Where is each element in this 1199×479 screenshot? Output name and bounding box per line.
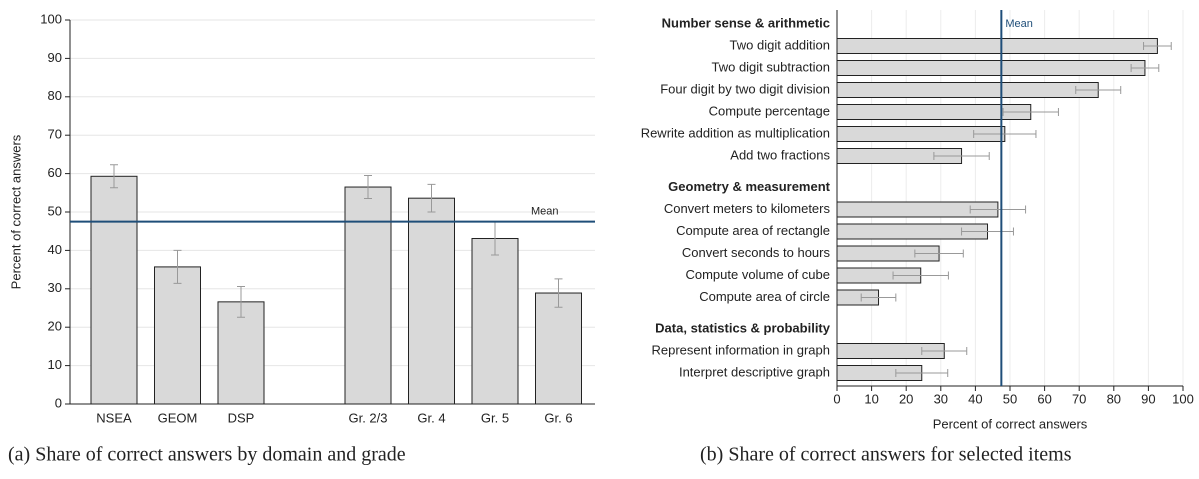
x-tick-label: 30 (934, 391, 948, 406)
bar (217, 301, 265, 405)
y-tick-label: Compute area of rectangle (676, 223, 830, 238)
error-bar (914, 249, 964, 258)
y-tick-label: 50 (48, 203, 62, 218)
x-tick-label: 100 (1172, 391, 1194, 406)
error-bar (860, 293, 897, 302)
error-bar (173, 249, 182, 284)
bar (154, 266, 201, 405)
error-bar (1002, 108, 1059, 116)
x-tick-label: GEOM (158, 410, 198, 425)
y-tick-label: 80 (48, 88, 62, 103)
group-header: Geometry & measurement (668, 179, 831, 194)
y-tick-label: Represent information in graph (652, 342, 831, 357)
error-bar (554, 278, 563, 308)
bar (471, 237, 519, 405)
y-tick-label: Interpret descriptive graph (679, 364, 830, 379)
y-tick-label: Two digit addition (730, 37, 830, 52)
mean-label: Mean (1005, 18, 1033, 30)
error-bar (237, 285, 245, 318)
x-tick-label: 10 (864, 391, 878, 406)
x-tick-label: Gr. 6 (544, 410, 572, 425)
error-bar (961, 227, 1014, 236)
y-tick-label: Four digit by two digit division (660, 81, 830, 96)
error-bar (973, 130, 1037, 138)
y-tick-label: 10 (48, 357, 62, 372)
y-tick-label: 90 (48, 50, 62, 65)
x-tick-label: Gr. 4 (417, 410, 445, 425)
x-axis-label: Percent of correct answers (933, 416, 1088, 431)
error-bar (921, 347, 968, 355)
bar (535, 292, 582, 405)
error-bar (969, 205, 1027, 214)
bar (408, 197, 455, 405)
bar (344, 186, 392, 405)
error-bar (892, 271, 949, 280)
error-bar (895, 369, 949, 377)
caption: (a) Share of correct answers by domain a… (8, 444, 406, 466)
error-bar (110, 164, 118, 189)
y-tick-label: 40 (48, 242, 62, 257)
y-tick-label: Compute percentage (709, 103, 830, 118)
group-header: Number sense & arithmetic (662, 15, 830, 30)
y-tick-label: Two digit subtraction (711, 59, 830, 74)
y-tick-label: 20 (48, 319, 62, 334)
error-bar (1075, 86, 1122, 94)
x-tick-label: 80 (1107, 391, 1121, 406)
x-tick-label: 0 (833, 391, 840, 406)
bar (90, 175, 138, 405)
x-tick-label: Gr. 2/3 (348, 410, 387, 425)
y-tick-label: Convert meters to kilometers (664, 201, 831, 216)
error-bar (933, 152, 990, 160)
mean-label: Mean (531, 206, 559, 218)
y-axis-label: Percent of correct answers (8, 134, 23, 289)
y-tick-label: 30 (48, 280, 62, 295)
x-tick-label: NSEA (96, 410, 132, 425)
error-bar (1143, 42, 1172, 50)
x-tick-label: 90 (1141, 391, 1155, 406)
bar (836, 82, 1099, 98)
x-tick-label: DSP (228, 410, 255, 425)
error-bar (1130, 64, 1160, 72)
error-bar (364, 175, 372, 200)
x-tick-label: 50 (1003, 391, 1017, 406)
caption: (b) Share of correct answers for selecte… (700, 444, 1072, 466)
y-tick-label: 0 (55, 395, 62, 410)
x-tick-label: 60 (1037, 391, 1051, 406)
y-tick-label: Convert seconds to hours (682, 245, 831, 260)
x-tick-label: 20 (899, 391, 913, 406)
group-header: Data, statistics & probability (655, 320, 831, 335)
error-bar (427, 183, 436, 213)
y-tick-label: 60 (48, 165, 62, 180)
bar (836, 60, 1146, 76)
y-tick-label: Compute volume of cube (685, 267, 830, 282)
y-tick-label: Add two fractions (730, 147, 830, 162)
y-tick-label: Rewrite addition as multiplication (641, 125, 830, 140)
y-tick-label: 70 (48, 127, 62, 142)
x-tick-label: Gr. 5 (481, 410, 509, 425)
bar (836, 38, 1158, 54)
x-tick-label: 70 (1072, 391, 1086, 406)
y-tick-label: 100 (40, 11, 62, 26)
x-tick-label: 40 (968, 391, 982, 406)
y-tick-label: Compute area of circle (699, 289, 830, 304)
